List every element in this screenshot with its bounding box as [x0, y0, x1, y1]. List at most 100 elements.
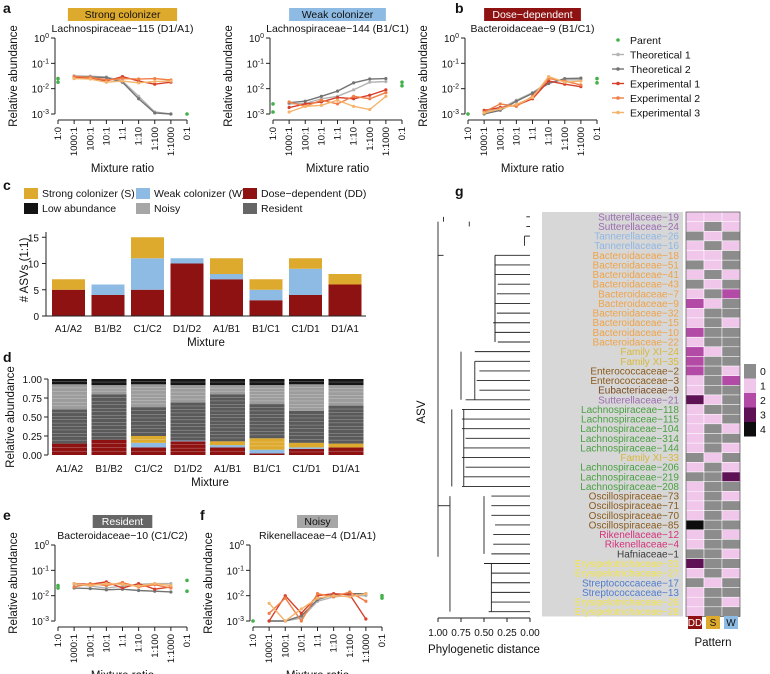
series-point-th2 [153, 111, 157, 115]
series-point-exp1 [352, 97, 356, 101]
asv-label: Sutterellaceae−21 [598, 395, 679, 406]
series-point-th1 [368, 80, 372, 84]
x-tick-label: 1:0 [53, 127, 64, 140]
series-point-exp2 [283, 596, 287, 600]
heatmap-cell [685, 471, 705, 482]
parent-point [185, 589, 189, 594]
heatmap-cell [721, 308, 741, 319]
y-tick-label: 100 [444, 33, 459, 45]
y-tick-label: 0 [33, 312, 39, 323]
bar-segment [210, 258, 243, 274]
series-point-exp1 [348, 593, 352, 597]
heatmap-cell [703, 519, 723, 531]
x-tick-label: D1/A1 [331, 324, 359, 335]
x-tick-label: 0:1 [592, 127, 603, 140]
heatmap-cell [703, 327, 723, 338]
series-point-th2 [319, 94, 323, 98]
asv-label: Sutterellaceae−19 [598, 212, 679, 223]
heatmap-cell [685, 308, 705, 319]
series-point-exp1 [153, 82, 157, 86]
series-point-exp3 [579, 79, 583, 83]
asv-label: Oscillospiraceae−71 [589, 501, 680, 512]
heatmap-cell [685, 385, 705, 396]
asv-label: Rikenellaceae−12 [599, 530, 679, 541]
heatmap-cell [721, 529, 741, 540]
heatmap-cell [703, 462, 723, 473]
heatmap-cell [685, 269, 705, 280]
series-point-exp2 [348, 590, 352, 594]
x-tick-label: C1/C2 [133, 324, 162, 335]
series-point-exp3 [169, 583, 173, 588]
y-axis-title: Relative abundance [8, 532, 20, 634]
heatmap-cell [703, 510, 723, 521]
series-point-th2 [137, 97, 141, 101]
bar-segment [131, 289, 164, 316]
x-tick-label: 1:1000 [381, 127, 392, 156]
asv-label: Lachnospiraceae−314 [580, 434, 679, 445]
series-point-exp3 [299, 607, 303, 611]
series-point-th2 [137, 588, 141, 593]
heatmap-cell [721, 539, 741, 550]
series-point-exp2 [319, 98, 323, 102]
series-point-exp3 [153, 80, 157, 84]
asv-label: Bacteroidaceae−41 [593, 270, 680, 281]
heatmap-cell [721, 500, 741, 511]
heatmap-cell [703, 577, 723, 588]
parent-point [595, 76, 599, 81]
stack-segment-strong [328, 443, 364, 448]
legend-label: Weak colonizer (W) [154, 188, 245, 200]
series-point-th2 [579, 76, 583, 80]
heatmap-cell [685, 250, 705, 261]
asv-label: Family XI−33 [620, 453, 679, 464]
stack-segment-resident [289, 410, 324, 443]
parent-point [251, 619, 255, 623]
x-tick-label: 1:0 [53, 634, 64, 647]
heatmap-cell [685, 442, 705, 453]
series-point-exp2 [384, 90, 388, 95]
heatmap-cell [703, 221, 723, 232]
series-point-th1 [352, 88, 356, 92]
x-tick-label: 1:100 [150, 127, 161, 151]
legend-swatch [243, 203, 257, 214]
heatmap-cell [721, 404, 741, 415]
x-tick-label: 0:1 [182, 127, 193, 140]
series-point-th2 [303, 99, 307, 103]
series-point-exp2 [104, 78, 108, 82]
heatmap-cell [703, 539, 723, 550]
heatmap-cell [721, 519, 741, 531]
heatmap-cell [721, 462, 741, 473]
series-point-exp3 [267, 601, 271, 605]
series-point-exp2 [267, 611, 271, 615]
heatmap-cell [721, 279, 741, 290]
heatmap-cell [703, 288, 723, 299]
y-tick-label: 10-2 [247, 84, 264, 96]
heatmap-cell [685, 298, 705, 309]
y-tick-label: 100 [229, 540, 244, 552]
bar-segment [52, 279, 85, 290]
legend-swatch-point [616, 110, 620, 115]
asv-label: Tannerellaceae−16 [594, 241, 679, 252]
asv-label: Oscillospiraceae−85 [589, 520, 680, 531]
heatmap-cell [685, 365, 705, 376]
x-tick-label: 1:0 [248, 634, 259, 647]
heatmap-cell [721, 365, 741, 376]
heatmap-cell [703, 336, 723, 348]
y-tick-label: 10-1 [32, 58, 49, 70]
series-point-exp3 [283, 619, 287, 623]
series-point-exp3 [335, 98, 340, 102]
heatmap-cell [685, 529, 705, 540]
panel-title: Lachnospiraceae−144 (B1/C1) [266, 23, 409, 35]
heatmap-cell [721, 231, 741, 242]
y-tick-label: 0.75 [23, 394, 43, 405]
asv-label: Lachnospiraceae−144 [580, 443, 679, 454]
panel-letter-e: e [3, 507, 11, 523]
bar-segment [131, 237, 164, 259]
heatmap-cell [703, 240, 723, 251]
x-tick-label: A1/A2 [56, 464, 84, 475]
heatmap-cell [703, 365, 723, 376]
heatmap-cell [703, 308, 723, 319]
series-point-exp3 [530, 95, 535, 100]
series-point-exp3 [169, 79, 173, 83]
heatmap-cell [721, 558, 741, 569]
heatmap-cell [721, 413, 741, 425]
